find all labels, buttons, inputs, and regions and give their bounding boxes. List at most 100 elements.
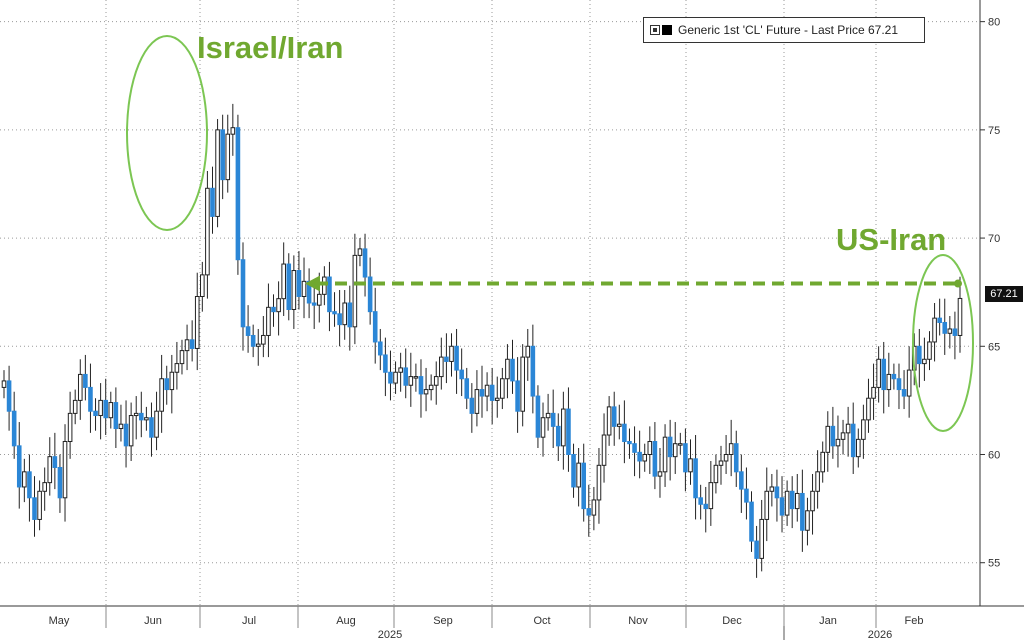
candle-body (744, 488, 749, 503)
candle-body (57, 466, 63, 499)
candle-body (47, 456, 53, 484)
candle-body (550, 412, 556, 427)
candle-body (408, 376, 414, 386)
candle-body (159, 378, 164, 412)
candle-body (937, 317, 942, 323)
candle-body (672, 443, 678, 458)
candle-body (210, 187, 215, 217)
candle-body (891, 373, 897, 380)
candle-body (693, 458, 698, 499)
legend-toggle-icon[interactable] (650, 25, 660, 35)
candle-body (845, 423, 851, 434)
x-month-label: Jul (242, 615, 256, 627)
x-year-label: 2025 (378, 629, 402, 640)
candle-body (32, 497, 37, 520)
us-iran-ellipse (912, 254, 974, 432)
candle-body (88, 386, 93, 412)
x-year-label: 2026 (868, 629, 892, 640)
candle-body (225, 133, 231, 181)
candle-body (489, 384, 495, 401)
candle-body (352, 254, 358, 328)
candle-body (805, 510, 810, 531)
candle-body (301, 280, 307, 298)
x-month-label: Aug (336, 615, 356, 627)
y-tick-label: 65 (988, 341, 1000, 353)
candle-body (815, 471, 820, 492)
candle-body (108, 402, 114, 419)
candle-body (291, 270, 297, 310)
legend-label: Generic 1st 'CL' Future - Last Price 67.… (678, 23, 899, 37)
candle-body (510, 358, 515, 382)
candle-body (764, 490, 770, 520)
candle-body (754, 540, 759, 559)
legend-swatch (662, 25, 672, 35)
candle-body (11, 410, 17, 447)
candle-body (810, 490, 815, 512)
candle-body (850, 423, 856, 458)
y-tick-label: 75 (988, 125, 1000, 137)
candle-body (708, 482, 714, 510)
candle-body (439, 356, 444, 378)
candle-body (484, 384, 490, 397)
candle-body (235, 127, 241, 261)
candle-body (647, 441, 653, 455)
candle-body (22, 471, 27, 488)
candle-body (505, 358, 510, 380)
candle-body (393, 371, 398, 384)
candle-body (230, 127, 236, 135)
candle-body (62, 441, 68, 499)
x-month-label: Nov (628, 615, 648, 627)
candle-body (383, 354, 388, 373)
candle-body (123, 423, 129, 447)
candle-body (205, 187, 210, 276)
candle-body (861, 419, 866, 440)
candle-body (144, 417, 149, 421)
candle-body (922, 358, 927, 365)
candle-body (16, 445, 22, 488)
candle-body (347, 302, 353, 328)
candle-body (855, 438, 861, 458)
candle-body (149, 417, 154, 438)
candle-body (113, 402, 119, 430)
candle-body (566, 408, 571, 455)
candle-body (947, 328, 953, 334)
candle-body (591, 499, 597, 516)
candle-body (189, 339, 195, 349)
candle-body (479, 389, 485, 397)
last-price-tag: 67.21 (985, 286, 1023, 302)
candle-body (774, 486, 780, 499)
candle-body (332, 311, 337, 315)
candle-body (98, 399, 103, 417)
candle-body (174, 363, 180, 373)
candle-body (581, 462, 587, 510)
candle-body (169, 371, 175, 391)
candle-body (138, 412, 144, 421)
candle-body (469, 397, 475, 414)
candle-body (93, 410, 98, 417)
candle-body (286, 263, 292, 310)
candle-body (413, 376, 419, 379)
candle-body (154, 410, 159, 438)
candle-body (494, 397, 500, 401)
candle-body (611, 406, 617, 427)
y-tick-label: 55 (988, 558, 1000, 570)
candle-body (194, 296, 200, 349)
candle-body (530, 345, 536, 397)
annotation-israel-iran: Israel/Iran (197, 30, 344, 65)
candle-body (454, 345, 459, 371)
candle-body (398, 367, 403, 373)
candle-body (652, 441, 658, 477)
candle-body (881, 358, 887, 391)
annotation-us-iran: US-Iran (836, 222, 947, 257)
candle-body (83, 373, 88, 388)
x-month-label: Sep (433, 615, 453, 627)
candle-body (571, 454, 576, 488)
candle-series (1, 103, 963, 578)
candle-body (942, 321, 948, 334)
candle-body (678, 443, 683, 446)
candle-body (433, 376, 439, 386)
candle-body (296, 270, 302, 298)
candle-body (72, 399, 78, 414)
candle-body (739, 471, 744, 490)
